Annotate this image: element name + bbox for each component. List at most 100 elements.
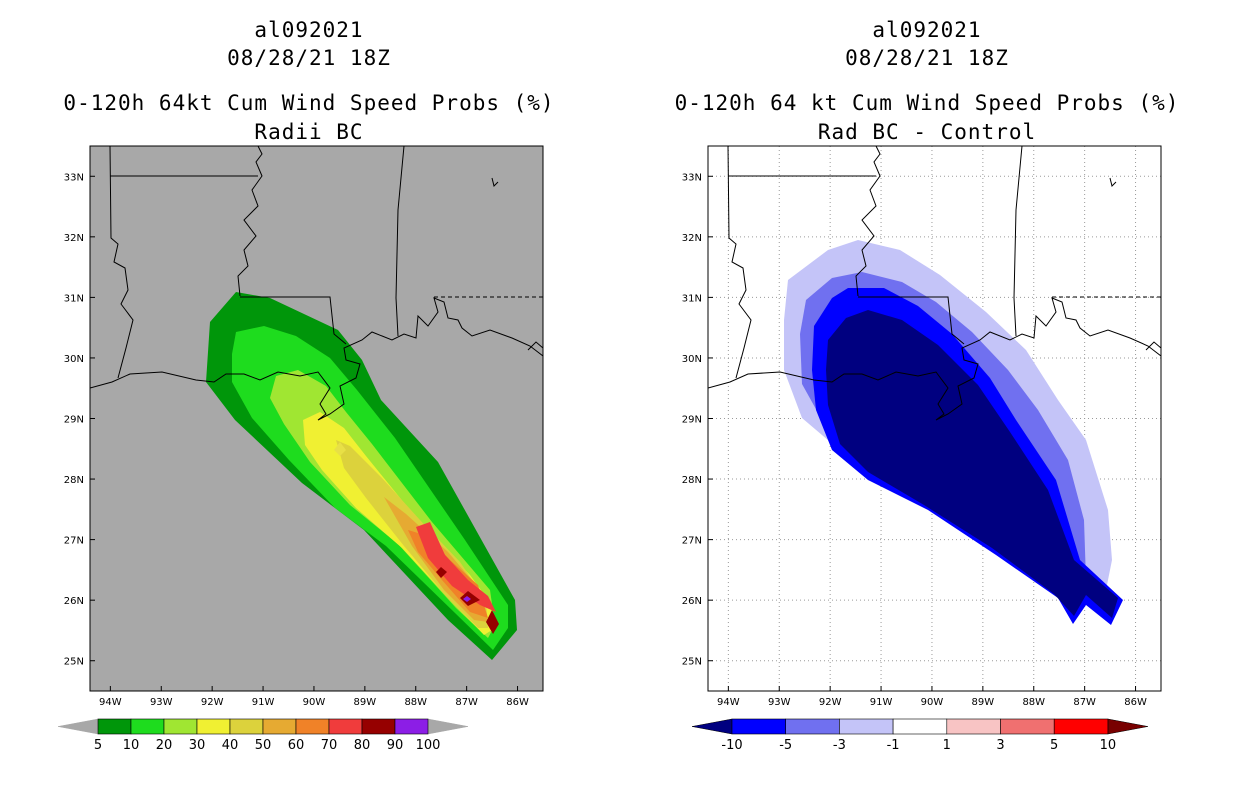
lon-tick-label: 91W: [252, 697, 275, 708]
mississippi-river: [855, 146, 881, 297]
map-boundaries: [708, 146, 1161, 421]
colorbar-arrow-low: [57, 718, 99, 735]
contour-80-a: [436, 567, 447, 578]
lon-tick-label: 93W: [150, 697, 173, 708]
colorbar-swatch: [97, 718, 132, 735]
map-title: 0-120h 64kt Cum Wind Speed Probs (%): [63, 91, 555, 115]
colorbar-label: 5: [1050, 738, 1058, 753]
colorbar: 5 10 20 30 40 50 60 70 80 90 100: [57, 718, 469, 753]
contour-80-c: [486, 610, 499, 634]
lon-tick-label: 89W: [354, 697, 377, 708]
colorbar-label: 60: [288, 738, 305, 753]
colorbar-arrow-high: [427, 718, 469, 735]
colorbar-swatch: [130, 718, 165, 735]
forecast-datetime: 08/28/21 18Z: [845, 46, 1009, 70]
colorbar-swatch: [328, 718, 363, 735]
colorbar-swatch: [1000, 718, 1055, 735]
colorbar-label: 10: [1100, 738, 1117, 753]
colorbar-label: -3: [833, 738, 846, 753]
colorbar-label: 3: [996, 738, 1004, 753]
map-boundaries: [90, 146, 543, 421]
lon-tick-label: 86W: [506, 697, 529, 708]
tiny-lake: [1109, 177, 1117, 187]
axis-ticks: 94W 93W 92W 91W 90W 89W 88W 87W 86W 25N 26N 27N 28N 2…: [682, 172, 1147, 708]
difference-map: 94W 93W 92W 91W 90W 89W 88W 87W 86W 25N 26N 27N 28N 2…: [682, 145, 1162, 753]
lat-tick-label: 30N: [64, 354, 84, 365]
colorbar-label: 90: [387, 738, 404, 753]
contour-70: [416, 522, 496, 612]
lon-tick-label: 90W: [303, 697, 326, 708]
state-border-la-ms-31n: [240, 296, 347, 345]
lat-tick-label: 33N: [682, 172, 702, 183]
colorbar-label: 40: [222, 738, 239, 753]
colorbar-swatch: [262, 718, 297, 735]
colorbar-label: -1: [887, 738, 900, 753]
lat-tick-label: 31N: [64, 293, 84, 304]
lat-tick-label: 27N: [64, 536, 84, 547]
lat-tick-label: 30N: [682, 354, 702, 365]
lat-tick-label: 32N: [64, 233, 84, 244]
map-title: 0-120h 64 kt Cum Wind Speed Probs (%): [674, 91, 1180, 115]
storm-id: al092021: [872, 18, 982, 42]
colorbar-arrow-high: [1107, 718, 1148, 735]
colorbar-swatch: [892, 718, 948, 735]
lon-tick-label: 92W: [201, 697, 224, 708]
forecast-datetime: 08/28/21 18Z: [227, 46, 391, 70]
pensacola-bay: [527, 341, 543, 351]
lon-tick-label: 94W: [717, 697, 740, 708]
left-panel: al092021 08/28/21 18Z 0-120h 64kt Cum Wi…: [57, 18, 555, 753]
colorbar-swatch: [946, 718, 1001, 735]
state-border-la-ms-31n: [858, 296, 965, 345]
lon-tick-label: 86W: [1124, 697, 1147, 708]
lat-tick-label: 28N: [64, 475, 84, 486]
probability-map: 94W 93W 92W 91W 90W 89W 88W 87W 86W 25N 26N 27N 28N 2…: [57, 145, 544, 753]
lon-tick-label: 93W: [768, 697, 791, 708]
colorbar-swatch: [163, 718, 198, 735]
lon-tick-label: 89W: [972, 697, 995, 708]
lat-tick-label: 29N: [64, 415, 84, 426]
tiny-lake: [491, 177, 499, 187]
lon-tick-label: 94W: [99, 697, 122, 708]
colorbar-label: 20: [156, 738, 173, 753]
map-subtitle: Rad BC - Control: [817, 120, 1037, 144]
state-border-ms-al: [1013, 146, 1023, 337]
lat-tick-label: 26N: [682, 596, 702, 607]
lat-tick-label: 33N: [64, 172, 84, 183]
lon-tick-label: 88W: [404, 697, 427, 708]
colorbar-arrow-low: [691, 718, 733, 735]
lon-tick-label: 91W: [870, 697, 893, 708]
lon-tick-label: 88W: [1022, 697, 1045, 708]
colorbar-label: 30: [189, 738, 206, 753]
state-border-tx-la: [727, 146, 752, 379]
colorbar-swatch: [229, 718, 264, 735]
right-panel: al092021 08/28/21 18Z 0-120h 64 kt Cum W…: [618, 0, 1236, 800]
lat-tick-label: 31N: [682, 293, 702, 304]
colorbar-swatch: [839, 718, 894, 735]
colorbar-label: 70: [321, 738, 338, 753]
lon-tick-label: 87W: [455, 697, 478, 708]
colorbar-swatch: [394, 718, 429, 735]
lat-tick-label: 29N: [682, 415, 702, 426]
map-subtitle: Radii BC: [254, 120, 364, 144]
lat-tick-label: 32N: [682, 233, 702, 244]
contour-yellow-blob-a: [334, 442, 346, 456]
colorbar-swatch: [361, 718, 396, 735]
colorbar-swatch: [196, 718, 231, 735]
gulf-coastline: [708, 297, 1161, 421]
colorbar-label: 10: [123, 738, 140, 753]
lat-tick-label: 26N: [64, 596, 84, 607]
contour-yellow-blob-b: [358, 470, 378, 488]
lon-tick-label: 87W: [1073, 697, 1096, 708]
mississippi-river: [237, 146, 263, 297]
state-border-tx-la: [109, 146, 134, 379]
lat-tick-label: 27N: [682, 536, 702, 547]
contour-minus-10: [826, 310, 1118, 618]
colorbar-label: 5: [94, 738, 102, 753]
pensacola-bay: [1145, 341, 1161, 351]
lon-tick-label: 92W: [819, 697, 842, 708]
lon-tick-label: 90W: [921, 697, 944, 708]
colorbar-label: 1: [943, 738, 951, 753]
lat-tick-label: 28N: [682, 475, 702, 486]
probability-contours: [206, 292, 517, 660]
contour-90: [463, 596, 471, 602]
